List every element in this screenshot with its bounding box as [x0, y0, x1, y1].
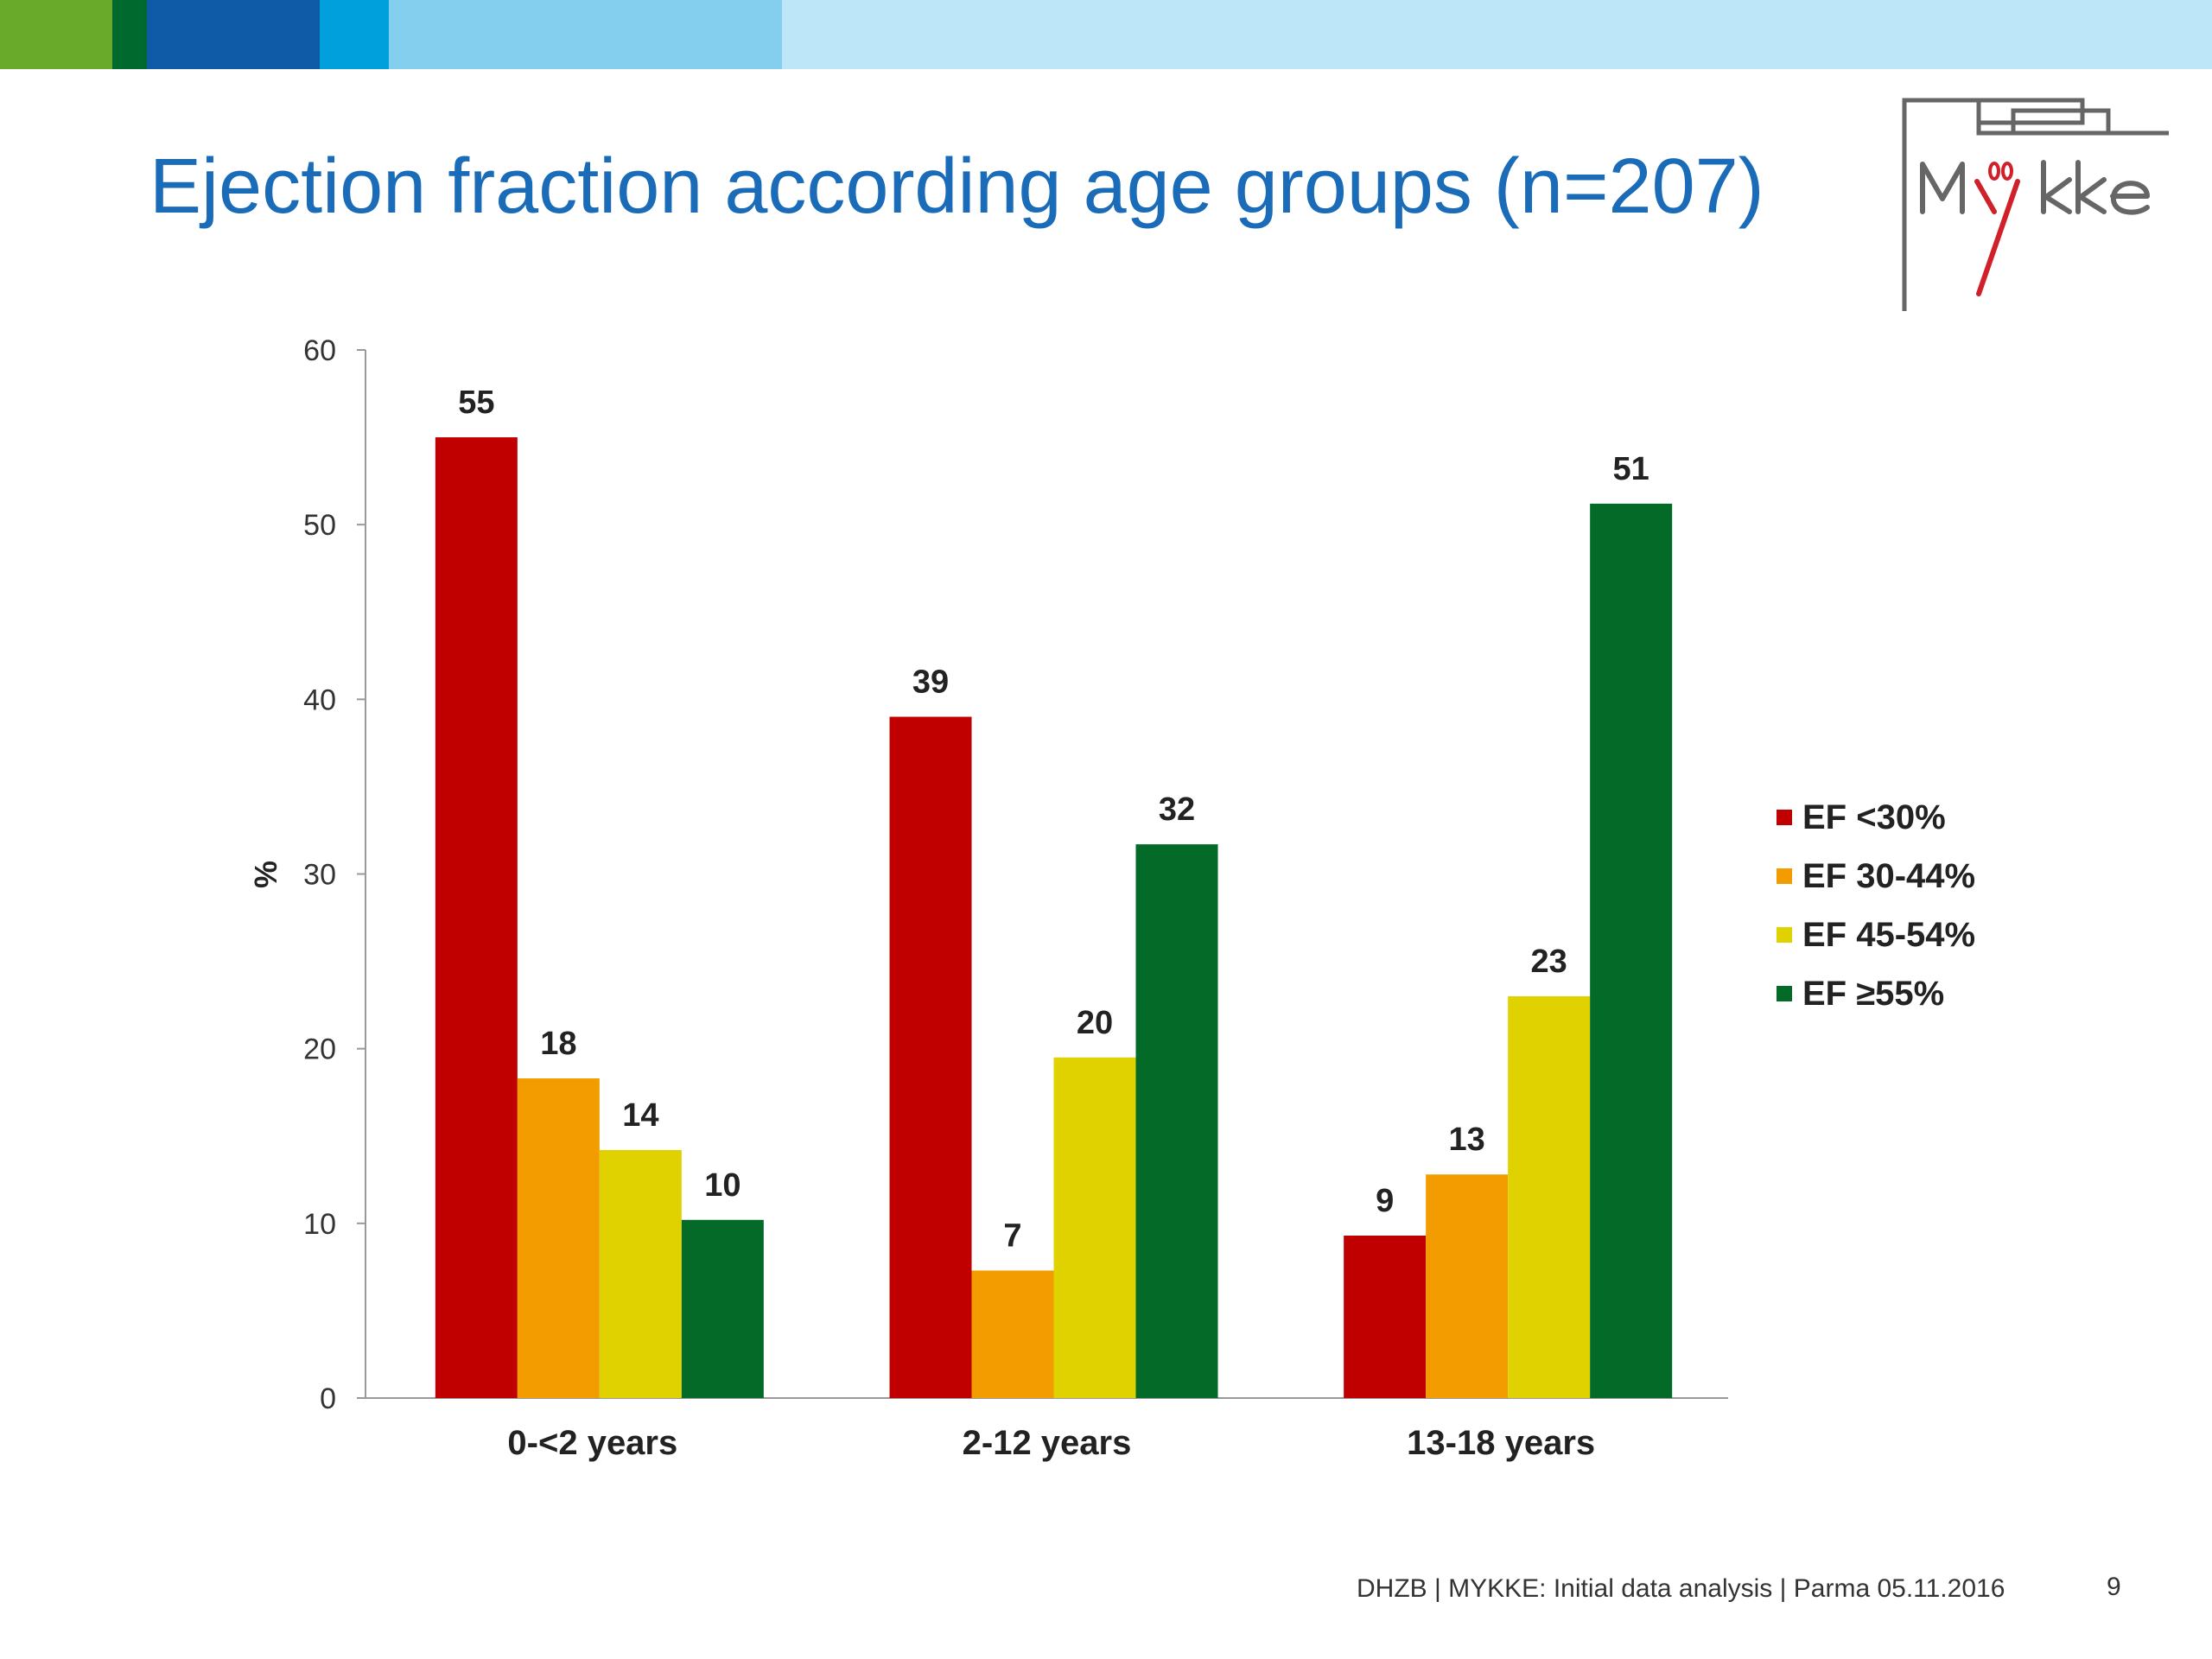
legend-label: EF 30-44%: [1802, 856, 1976, 895]
y-tick-label: 40: [303, 683, 336, 716]
bar-value-label: 13: [1449, 1122, 1485, 1158]
header-bar-segment: [0, 0, 112, 69]
bar-value-label: 32: [1159, 791, 1195, 828]
bar: [889, 716, 972, 1398]
bar-value-label: 20: [1077, 1005, 1113, 1041]
legend-item: EF 30-44%: [1777, 847, 1975, 906]
bar-value-label: 9: [1376, 1183, 1394, 1219]
bar-value-label: 55: [458, 385, 494, 421]
bar: [1135, 844, 1218, 1398]
bar: [971, 1270, 1054, 1398]
footer-text: DHZB | MYKKE: Initial data analysis | Pa…: [1357, 1574, 2005, 1603]
x-tick-label: 0-<2 years: [507, 1424, 677, 1462]
bar-value-label: 10: [704, 1167, 741, 1204]
header-bar-segment: [320, 0, 389, 69]
legend-label: EF ≥55%: [1802, 974, 1945, 1013]
y-tick-label: 0: [320, 1382, 336, 1415]
y-tick-label: 10: [303, 1208, 336, 1241]
y-tick-label: 60: [303, 334, 336, 367]
bar: [435, 437, 518, 1398]
slide-title: Ejection fraction according age groups (…: [149, 143, 1764, 230]
y-tick-label: 50: [303, 509, 336, 542]
bar: [681, 1219, 764, 1398]
page-number: 9: [2107, 1573, 2121, 1601]
legend-label: EF 45-54%: [1802, 915, 1976, 954]
x-tick-label: 2-12 years: [963, 1424, 1132, 1462]
y-tick-label: 30: [303, 859, 336, 892]
header-color-bar: [0, 0, 2212, 69]
bar-value-label: 18: [540, 1026, 576, 1062]
chart-bars: [435, 437, 1673, 1398]
bar-value-label: 39: [912, 664, 949, 701]
legend-swatch: [1777, 810, 1792, 825]
legend-item: EF ≥55%: [1777, 964, 1975, 1023]
header-bar-segment: [147, 0, 320, 69]
header-bar-segment: [782, 0, 2212, 69]
legend-swatch: [1777, 986, 1792, 1001]
legend-item: EF 45-54%: [1777, 906, 1975, 964]
legend-swatch: [1777, 868, 1792, 884]
legend-label: EF <30%: [1802, 798, 1946, 836]
bar: [1344, 1235, 1427, 1398]
bar-value-label: 14: [622, 1097, 658, 1134]
bar: [1426, 1174, 1509, 1398]
legend-item: EF <30%: [1777, 788, 1975, 847]
x-tick-label: 13-18 years: [1407, 1424, 1595, 1462]
bar-value-label: 51: [1613, 451, 1649, 487]
legend-swatch: [1777, 927, 1792, 943]
header-bar-segment: [389, 0, 782, 69]
y-tick-label: 20: [303, 1033, 336, 1066]
bar: [517, 1078, 600, 1398]
bar: [599, 1149, 682, 1398]
chart-legend: EF <30% EF 30-44% EF 45-54% EF ≥55%: [1777, 788, 1975, 1023]
bar: [1590, 503, 1673, 1398]
y-axis-label: %: [248, 861, 283, 888]
bar: [1508, 996, 1591, 1398]
chart-data-labels: 55 18 14 10 39 7 20 32 9 13 23 51: [458, 385, 1649, 1254]
bar: [1053, 1057, 1136, 1398]
header-bar-segment: [112, 0, 147, 69]
bar-value-label: 23: [1531, 944, 1567, 980]
bar-value-label: 7: [1003, 1217, 1021, 1254]
mykke-logo: [1902, 98, 2169, 311]
